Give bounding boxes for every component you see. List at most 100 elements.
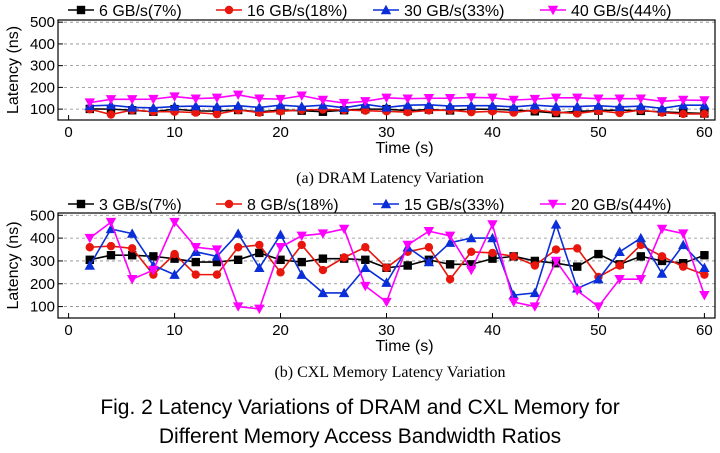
data-point (275, 243, 286, 253)
y-tick-label: 300 (30, 253, 55, 270)
data-point (232, 100, 244, 110)
data-point (466, 232, 477, 243)
data-point (106, 241, 116, 251)
data-point (84, 98, 95, 108)
data-point (679, 262, 688, 271)
data-point (212, 257, 222, 267)
x-tick-label: 30 (378, 124, 395, 141)
data-point (85, 243, 94, 252)
data-point (361, 243, 370, 252)
y-tick-label: 500 (30, 14, 55, 31)
data-point (656, 97, 668, 107)
data-point (593, 273, 604, 284)
data-point (444, 231, 456, 242)
data-point (169, 269, 180, 279)
data-point (275, 229, 286, 239)
data-point (530, 256, 540, 266)
y-tick-label: 200 (30, 276, 55, 293)
data-point (403, 261, 412, 270)
data-point (679, 109, 688, 119)
data-point (508, 101, 519, 112)
data-point (191, 257, 200, 267)
caption-b: (b) CXL Memory Latency Variation (274, 364, 505, 381)
legend-entry: 3 GB/s(7%) (99, 197, 182, 214)
x-tick-label: 10 (166, 322, 183, 339)
legend-entry: 30 GB/s(33%) (404, 3, 504, 20)
x-axis-label: Time (s) (375, 140, 433, 157)
data-point (148, 94, 159, 105)
cxl-latency-chart: 100 200 300 400 500 0 10 20 30 40 50 60 Time (s) Late… (5, 197, 716, 355)
x-tick-label: 20 (272, 124, 289, 141)
data-point (338, 224, 350, 235)
x-tick-label: 60 (696, 322, 713, 339)
data-point (170, 254, 179, 263)
data-point (445, 260, 455, 269)
data-point (423, 94, 435, 104)
data-point (190, 243, 201, 253)
data-point (550, 256, 562, 267)
legend-swatch-marker (224, 199, 234, 209)
data-point (656, 268, 668, 278)
data-point (593, 94, 604, 104)
data-point (148, 265, 159, 276)
y-tick-label: 100 (30, 299, 55, 316)
legend-swatch-marker (380, 198, 392, 209)
y-tick-label: 100 (30, 101, 55, 118)
data-point (106, 251, 116, 260)
y-tick-label: 400 (30, 36, 55, 53)
data-point (297, 240, 306, 250)
series-line (89, 93, 705, 104)
x-tick-label: 40 (484, 322, 501, 339)
data-point (212, 270, 222, 279)
data-point (317, 229, 329, 239)
data-point (296, 101, 307, 111)
data-point (573, 109, 582, 118)
data-point (85, 255, 94, 264)
data-point (487, 100, 498, 110)
data-point (700, 109, 709, 119)
data-point (550, 101, 562, 111)
figure-caption-line1: Fig. 2 Latency Variations of DRAM and CX… (100, 396, 619, 419)
data-point (424, 243, 434, 252)
data-point (361, 255, 370, 264)
legend-entry: 20 GB/s(44%) (571, 197, 671, 214)
data-point (635, 274, 647, 285)
data-point (572, 286, 583, 296)
data-point (105, 217, 117, 228)
data-point (700, 270, 709, 279)
data-point (488, 254, 497, 263)
legend-swatch-marker (547, 199, 559, 210)
y-axis-label: Latency (ns) (5, 221, 22, 309)
data-point (466, 93, 477, 103)
data-point (467, 107, 476, 117)
data-point (232, 90, 244, 100)
data-point (169, 92, 180, 102)
data-point (700, 251, 709, 260)
data-point (593, 302, 604, 312)
data-point (635, 100, 647, 111)
x-tick-label: 10 (166, 124, 183, 141)
legend-entry: 6 GB/s(7%) (99, 3, 182, 20)
y-tick-label: 500 (30, 207, 55, 224)
data-point (382, 263, 391, 272)
data-point (423, 256, 435, 267)
legend-swatch-marker (76, 5, 86, 15)
data-point (318, 254, 328, 263)
data-point (296, 231, 307, 242)
data-point (635, 232, 647, 243)
data-point (211, 101, 223, 111)
data-point (530, 261, 540, 270)
data-point (444, 100, 456, 111)
data-point (529, 100, 541, 110)
data-point (593, 100, 604, 110)
y-tick-label: 400 (30, 230, 55, 247)
dram-latency-chart: 100 200 300 400 500 0 10 20 30 40 50 60 Time (s) Late… (5, 3, 716, 157)
data-point (466, 265, 477, 276)
x-tick-label: 0 (64, 322, 72, 339)
data-point (550, 219, 562, 229)
legend-swatch-marker (76, 199, 86, 209)
data-point (487, 93, 498, 104)
data-point (127, 244, 137, 253)
data-point (444, 94, 456, 104)
